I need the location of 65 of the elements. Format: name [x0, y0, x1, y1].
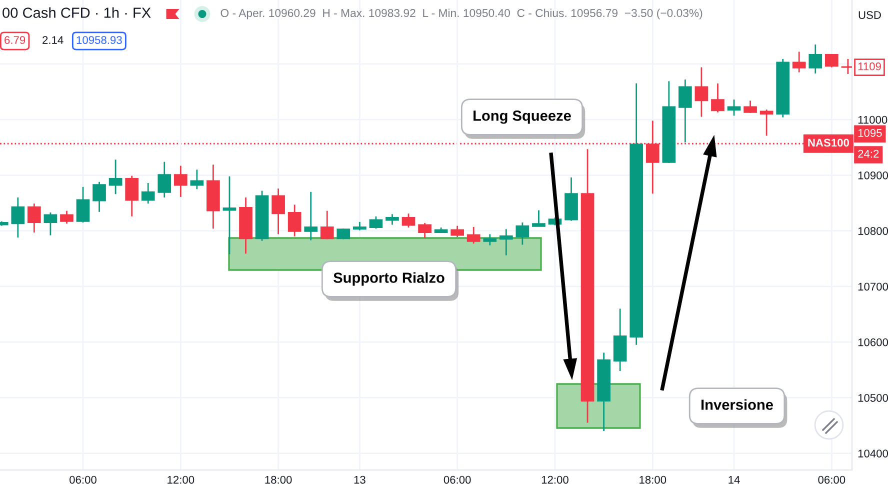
annotation: Long Squeeze	[474, 110, 571, 124]
text: O - Aper. 10960.29 H - Max. 10983.92 L - Min. 10950.40 C - Chius. 10956.79 −3.50 (−0.03%)	[220, 8, 702, 20]
candlestick	[694, 66, 708, 118]
y-tick-label: 10500	[858, 394, 888, 402]
candlestick	[744, 100, 757, 114]
annotation: 6.79	[4, 36, 26, 44]
annotation: Inversione	[702, 399, 773, 410]
candlestick	[125, 175, 138, 218]
x-tick-label: 06:00	[444, 476, 471, 484]
candlestick	[92, 181, 106, 213]
candlestick	[44, 212, 58, 236]
x-tick-label: 12:00	[168, 476, 194, 484]
x-tick-label: 18:00	[265, 476, 292, 484]
candlestick	[418, 222, 432, 239]
x-tick-label: 14	[728, 476, 740, 484]
annotation: Supporto Rialzo	[334, 272, 444, 286]
candlestick	[108, 158, 122, 195]
x-tick-label: 06:00	[818, 476, 846, 484]
annotation: 2.14	[42, 36, 64, 44]
y-tick-label: 10700	[858, 282, 888, 291]
candlestick	[272, 188, 285, 235]
y-tick-label: 10600	[858, 338, 888, 346]
candlestick	[60, 210, 74, 224]
candlestick	[711, 82, 724, 114]
candlestick	[808, 44, 822, 74]
candlestick	[304, 191, 318, 241]
candlestick	[386, 213, 399, 226]
candlestick	[158, 161, 172, 198]
candlestick	[11, 196, 25, 238]
candlestick	[532, 210, 546, 228]
candlestick	[320, 210, 334, 240]
candlestick	[174, 165, 188, 198]
text: 1095	[858, 129, 882, 137]
chart-title: 00 Cash CFD · 1h · FX	[2, 7, 151, 18]
text: 1109	[858, 62, 881, 70]
y-tick-label: 11000	[858, 116, 888, 124]
candlestick	[792, 51, 806, 74]
candlestick	[190, 168, 204, 190]
candlestick	[450, 225, 464, 238]
y-axis-title: USD	[858, 11, 881, 19]
candlestick	[402, 212, 416, 228]
x-tick-label: 18:00	[640, 476, 666, 484]
candlestick	[28, 202, 41, 234]
candlestick	[516, 222, 530, 246]
y-tick-label: 10400	[858, 450, 888, 458]
candlestick	[76, 186, 90, 224]
candlestick	[727, 98, 741, 116]
candlestick	[499, 228, 513, 256]
x-tick-label: 12:00	[542, 476, 568, 484]
candlestick	[369, 216, 383, 230]
candlestick	[824, 53, 838, 68]
ref-line-label: NAS100	[808, 138, 849, 147]
y-tick-label: 10800	[858, 227, 888, 235]
candlestick	[222, 176, 236, 255]
candlestick	[141, 182, 155, 204]
annotation: 10958.93	[76, 36, 122, 44]
text: 24:2	[858, 150, 879, 158]
candlestick	[288, 204, 302, 238]
candlestick	[483, 233, 497, 246]
candlestick	[678, 78, 692, 144]
x-tick-label: 13	[354, 476, 366, 484]
x-tick-label: 06:00	[70, 476, 96, 484]
candlestick	[466, 226, 480, 244]
candlestick	[760, 108, 774, 136]
y-tick-label: 10900	[858, 171, 888, 180]
